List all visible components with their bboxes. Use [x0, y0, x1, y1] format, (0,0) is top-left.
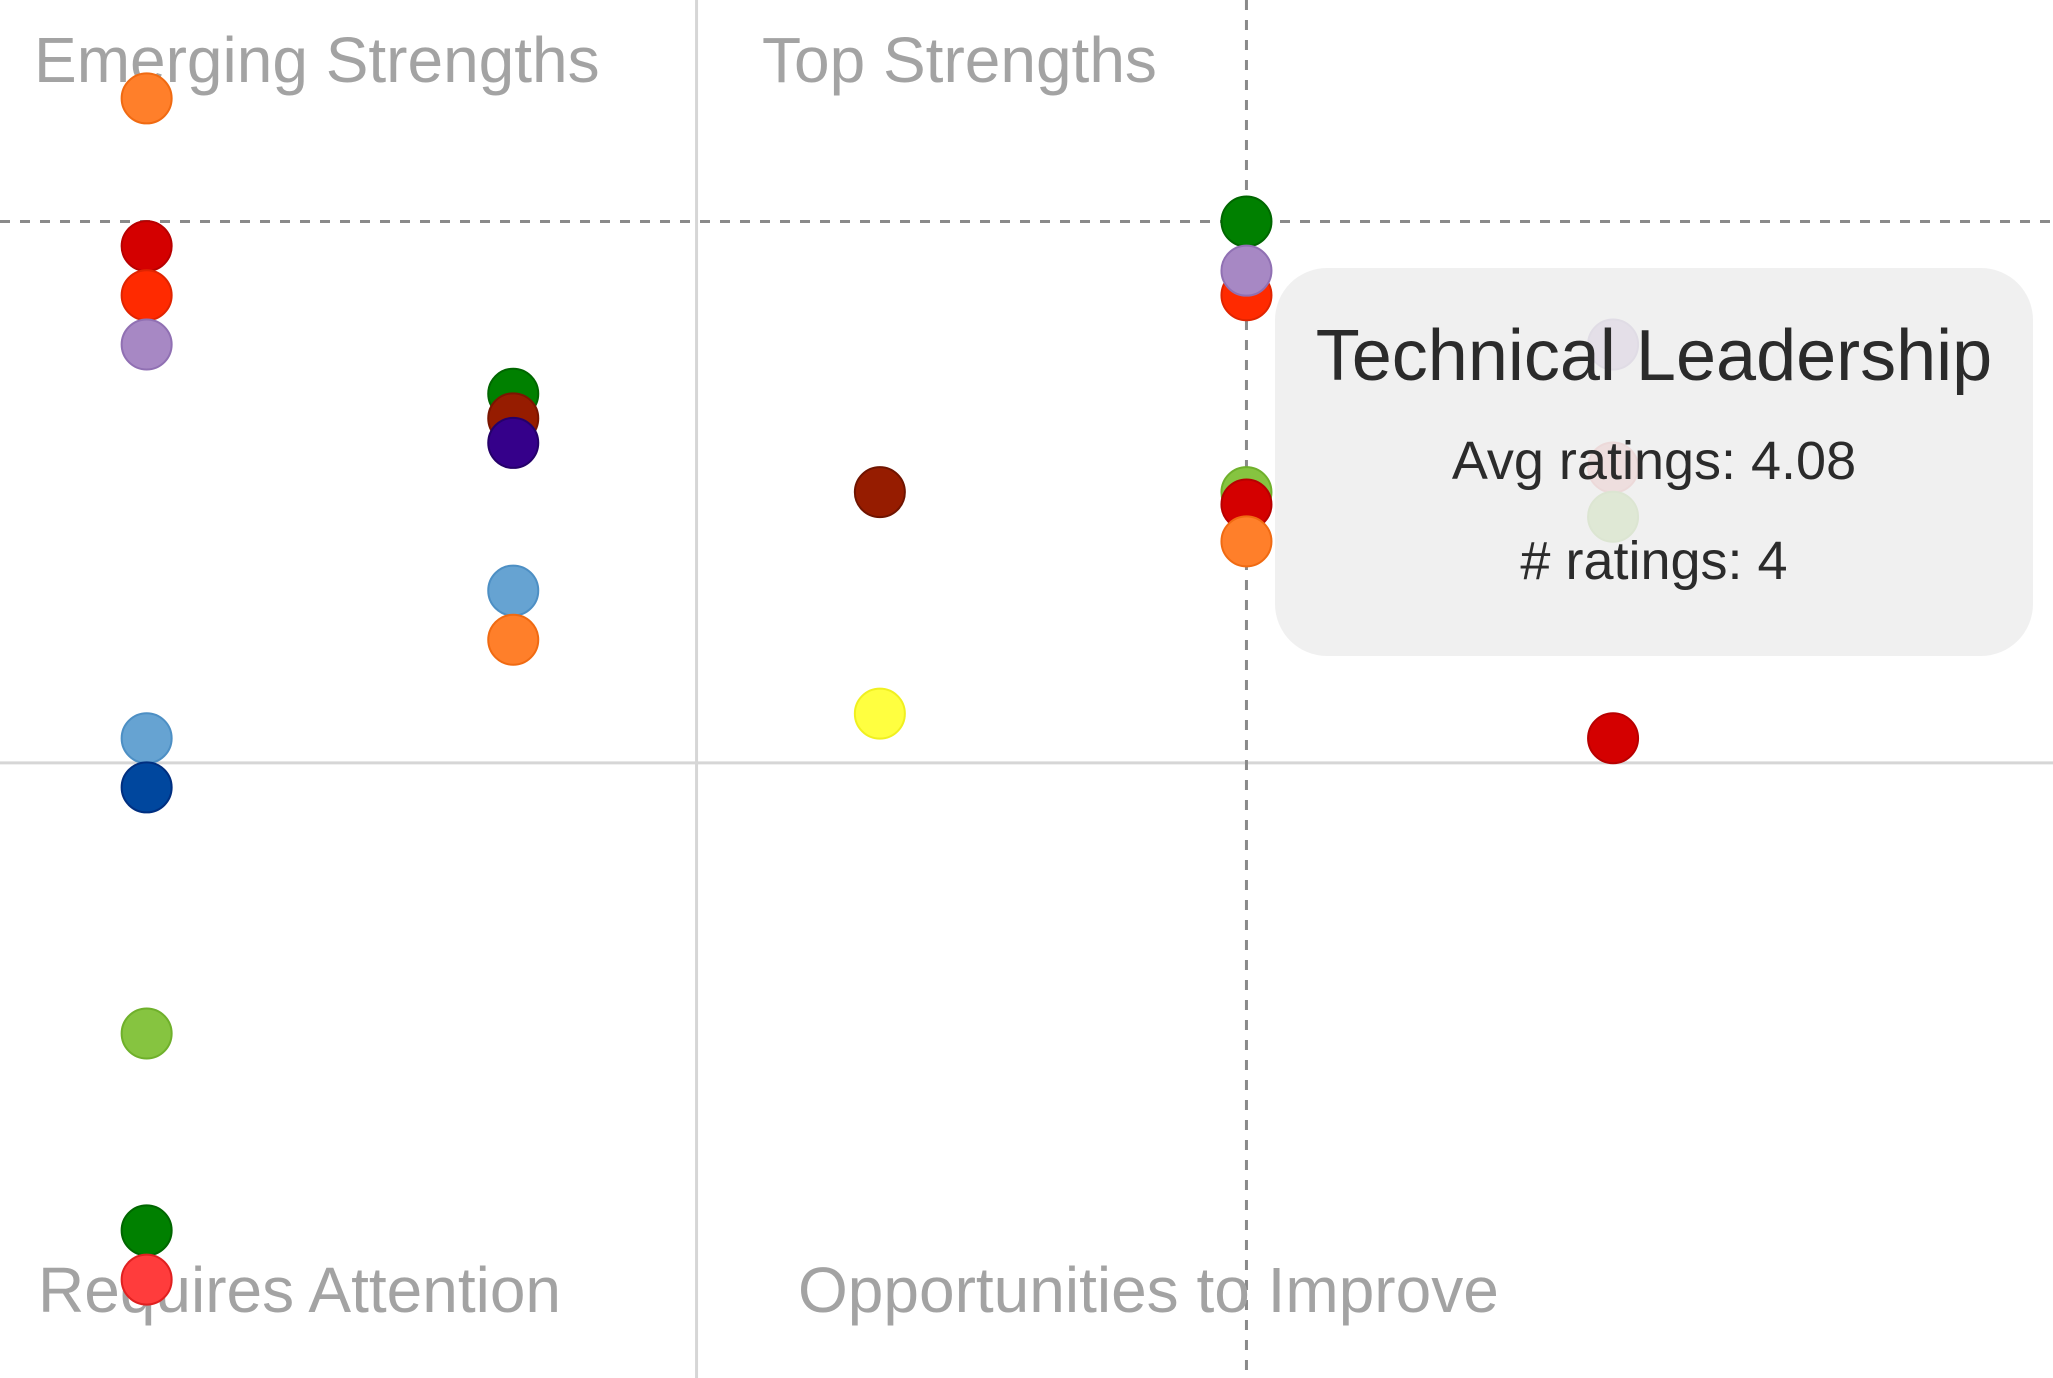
data-point-6[interactable] [120, 761, 173, 814]
data-point-17[interactable] [1220, 195, 1273, 248]
data-point-19[interactable] [1220, 244, 1273, 297]
tooltip-rating-count: # ratings: 4 [1520, 531, 1788, 591]
data-point-2[interactable] [120, 220, 173, 273]
quadrant-label-top-right: Top Strengths [762, 24, 1157, 96]
data-point-22[interactable] [1220, 515, 1273, 568]
data-point-26[interactable] [1587, 712, 1640, 765]
data-points [120, 72, 1640, 1306]
data-point-12[interactable] [487, 416, 540, 469]
data-point-9[interactable] [120, 1253, 173, 1306]
data-point-7[interactable] [120, 1007, 173, 1060]
data-point-16[interactable] [853, 687, 906, 740]
quadrant-label-bottom-right: Opportunities to Improve [798, 1254, 1499, 1326]
data-point-15[interactable] [853, 466, 906, 519]
quadrant-label-top-left: Emerging Strengths [34, 24, 600, 96]
tooltip-avg-ratings: Avg ratings: 4.08 [1451, 431, 1857, 491]
data-point-5[interactable] [120, 712, 173, 765]
quadrant-label-bottom-left: Requires Attention [38, 1254, 561, 1326]
data-point-13[interactable] [487, 564, 540, 617]
hover-tooltip: Technical Leadership Avg ratings: 4.08 #… [1275, 268, 2033, 656]
data-point-8[interactable] [120, 1204, 173, 1257]
data-point-1[interactable] [120, 72, 173, 125]
tooltip-title: Technical Leadership [1315, 316, 1993, 396]
data-point-3[interactable] [120, 269, 173, 322]
data-point-4[interactable] [120, 318, 173, 371]
data-point-14[interactable] [487, 613, 540, 666]
